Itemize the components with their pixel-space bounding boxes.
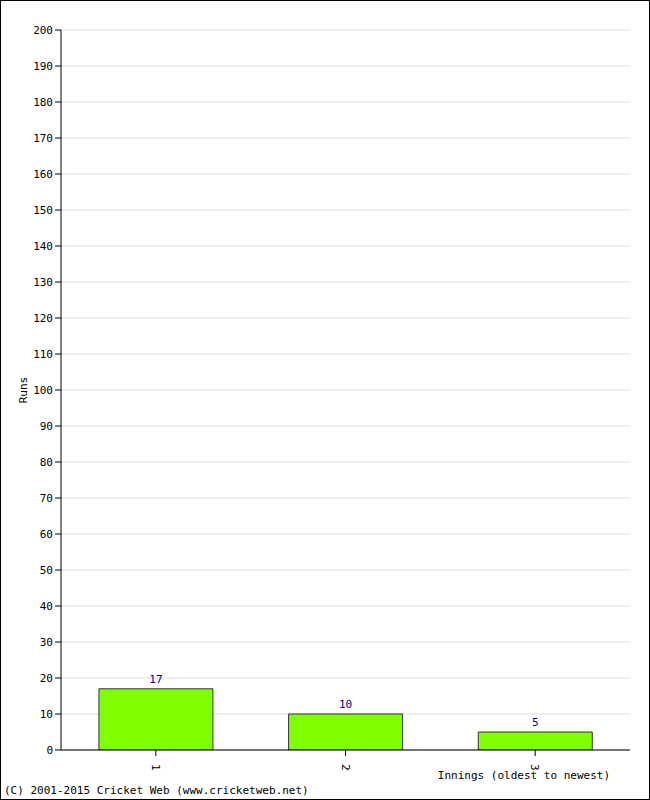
svg-text:190: 190: [33, 60, 53, 73]
svg-text:150: 150: [33, 204, 53, 217]
svg-text:1: 1: [149, 764, 162, 771]
svg-text:130: 130: [33, 276, 53, 289]
svg-text:10: 10: [40, 708, 53, 721]
html-text:(C) 2001-2015 Cricket Web (www: (C) 2001-2015 Cricket Web (www.cricketwe…: [4, 784, 309, 797]
svg-text:120: 120: [33, 312, 53, 325]
svg-text:40: 40: [40, 600, 53, 613]
svg-text:100: 100: [33, 384, 53, 397]
svg-text:170: 170: [33, 132, 53, 145]
svg-text:20: 20: [40, 672, 53, 685]
svg-text:50: 50: [40, 564, 53, 577]
svg-text:180: 180: [33, 96, 53, 109]
svg-text:0: 0: [46, 744, 53, 757]
svg-text:Runs: Runs: [17, 377, 30, 404]
svg-text:70: 70: [40, 492, 53, 505]
svg-text:3: 3: [528, 764, 542, 771]
svg-text:110: 110: [33, 348, 53, 361]
svg-text:80: 80: [40, 456, 53, 469]
svg-text:5: 5: [532, 716, 539, 729]
svg-text:140: 140: [33, 240, 53, 253]
svg-text:200: 200: [33, 24, 53, 37]
svg-text:17: 17: [149, 673, 162, 686]
svg-text:2: 2: [339, 764, 352, 771]
svg-text:90: 90: [40, 420, 53, 433]
svg-text:10: 10: [339, 698, 352, 711]
svg-text:60: 60: [40, 528, 53, 541]
svg-text:30: 30: [40, 636, 53, 649]
svg-text:Innings (oldest to newest): Innings (oldest to newest): [438, 769, 610, 782]
svg-text:160: 160: [33, 168, 53, 181]
